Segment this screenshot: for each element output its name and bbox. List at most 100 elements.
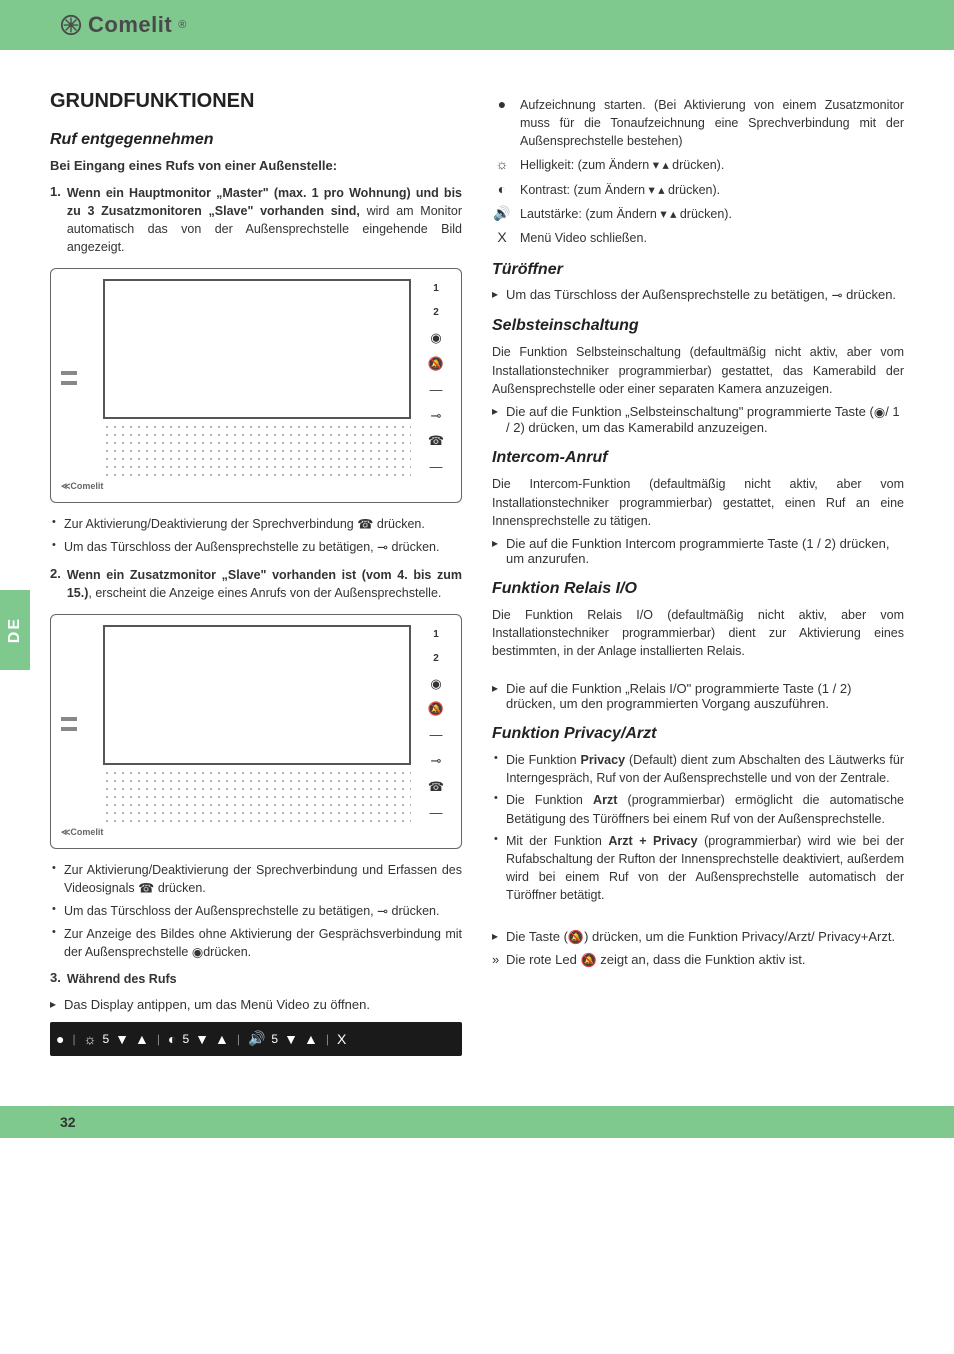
paragraph: Die Funktion Selbsteinschaltung (default… bbox=[492, 343, 904, 397]
text: Die rote Led bbox=[506, 952, 580, 967]
phone-icon: ☎ bbox=[428, 780, 444, 793]
list-item: Zur Anzeige des Bildes ohne Aktivierung … bbox=[50, 925, 462, 962]
section-title: Türöffner bbox=[492, 261, 904, 279]
eye-icon: ◉ bbox=[192, 945, 203, 960]
logo-text: Comelit bbox=[88, 12, 172, 38]
text: Die auf die Funktion „Relais I/O" progra… bbox=[506, 681, 851, 711]
contrast-icon: ◐ bbox=[492, 181, 512, 197]
down-icon[interactable]: ▼ bbox=[284, 1031, 298, 1047]
left-column: GRUNDFUNKTIONEN Ruf entgegennehmen Bei E… bbox=[50, 90, 462, 1066]
text: , erscheint die Anzeige eines Anrufs von… bbox=[88, 586, 441, 600]
arrow-item: Die Taste (🔕) drücken, um die Funktion P… bbox=[492, 929, 904, 946]
down-icon[interactable]: ▼ bbox=[195, 1031, 209, 1047]
phone-icon: ☎ bbox=[138, 880, 154, 895]
page-title: GRUNDFUNKTIONEN bbox=[50, 90, 462, 113]
bold-text: Privacy bbox=[581, 753, 625, 767]
section-title: Ruf entgegennehmen bbox=[50, 131, 462, 149]
text: Die auf die Funktion „Selbsteinschaltung… bbox=[506, 404, 874, 419]
text: Kontrast: (zum Ändern ▾ ▴ drücken). bbox=[520, 181, 904, 199]
list-item: Um das Türschloss der Außensprechstelle … bbox=[50, 538, 462, 557]
brightness-icon[interactable]: ☼ bbox=[84, 1031, 97, 1047]
logo: Comelit ® bbox=[60, 12, 186, 38]
section-title: Intercom-Anruf bbox=[492, 449, 904, 467]
bell-off-icon: 🔕 bbox=[428, 702, 444, 715]
down-icon[interactable]: ▼ bbox=[115, 1031, 129, 1047]
list-number: 2. bbox=[50, 566, 61, 602]
divider-icon: — bbox=[430, 806, 443, 819]
page-number: 32 bbox=[60, 1114, 76, 1130]
text: Die Taste ( bbox=[506, 929, 568, 944]
diagram-left-bars bbox=[61, 279, 93, 477]
subheading: Bei Eingang eines Rufs von einer Außenst… bbox=[50, 157, 462, 176]
list-item: Um das Türschloss der Außensprechstelle … bbox=[50, 902, 462, 921]
right-column: ● Aufzeichnung starten. (Bei Aktivierung … bbox=[492, 90, 904, 1066]
diagram-right-icons: 1 2 ◉ 🔕 — ⊸ ☎ — bbox=[421, 625, 451, 823]
bullet-list: Die Funktion Privacy (Default) dient zum… bbox=[492, 751, 904, 904]
close-icon[interactable]: X bbox=[337, 1031, 346, 1047]
up-icon[interactable]: ▲ bbox=[135, 1031, 149, 1047]
arrow-item: Die auf die Funktion Intercom programmie… bbox=[492, 536, 904, 566]
divider-icon: — bbox=[430, 460, 443, 473]
list-item: 1. Wenn ein Hauptmonitor „Master" (max. … bbox=[50, 184, 462, 257]
text: Zur Aktivierung/Deaktivierung der Sprech… bbox=[64, 517, 357, 531]
monitor-diagram: 1 2 ◉ 🔕 — ⊸ ☎ — ≪Comelit bbox=[50, 268, 462, 503]
diagram-brand: ≪Comelit bbox=[61, 481, 451, 492]
section-title: Funktion Relais I/O bbox=[492, 580, 904, 598]
divider-icon: — bbox=[430, 383, 443, 396]
record-icon[interactable]: ● bbox=[56, 1031, 64, 1047]
phone-icon: ☎ bbox=[428, 434, 444, 447]
logo-reg: ® bbox=[178, 19, 186, 31]
diagram-brand: ≪Comelit bbox=[61, 827, 451, 838]
text: zeigt an, dass die Funktion aktiv ist. bbox=[597, 952, 806, 967]
diagram-screen bbox=[103, 625, 411, 765]
text: Um das Türschloss der Außensprechstelle … bbox=[64, 540, 377, 554]
text: drücken. bbox=[388, 904, 439, 918]
list-item: Zur Aktivierung/Deaktivierung der Sprech… bbox=[50, 515, 462, 534]
eye-icon: ◉ bbox=[874, 404, 885, 419]
text: Zur Aktivierung/Deaktivierung der Sprech… bbox=[64, 863, 462, 895]
text: Helligkeit: (zum Ändern ▾ ▴ drücken). bbox=[520, 156, 904, 174]
list-item: Die Funktion Privacy (Default) dient zum… bbox=[492, 751, 904, 787]
logo-icon bbox=[60, 14, 82, 36]
language-label: DE bbox=[6, 617, 24, 643]
list-item: 3. Während des Rufs bbox=[50, 970, 462, 988]
record-icon: ● bbox=[492, 96, 512, 112]
list-body: Wenn ein Zusatzmonitor „Slave" vorhanden… bbox=[67, 566, 462, 602]
footer-bar: 32 bbox=[0, 1106, 954, 1138]
section-title: Funktion Privacy/Arzt bbox=[492, 725, 904, 743]
arrow-item: Das Display antippen, um das Menü Video … bbox=[50, 997, 462, 1012]
bell-off-icon: 🔕 bbox=[568, 930, 584, 945]
icon-line: ☼ Helligkeit: (zum Ändern ▾ ▴ drücken). bbox=[492, 156, 904, 174]
list-item: Mit der Funktion Arzt + Privacy (program… bbox=[492, 832, 904, 905]
paragraph: Die Funktion Relais I/O (defaultmäßig ni… bbox=[492, 606, 904, 660]
text: Mit der Funktion bbox=[506, 834, 608, 848]
list-number: 3. bbox=[50, 970, 61, 988]
up-icon[interactable]: ▲ bbox=[304, 1031, 318, 1047]
icon-line: 🔊Lautstärke: (zum Ändern ▾ ▴ drücken). bbox=[492, 205, 904, 223]
diagram-right-icons: 1 2 ◉ 🔕 — ⊸ ☎ — bbox=[421, 279, 451, 477]
arrow-item: Um das Türschloss der Außensprechstelle … bbox=[492, 287, 904, 304]
diagram-speaker bbox=[103, 423, 411, 477]
brightness-icon: ☼ bbox=[492, 156, 512, 172]
bold-text: Arzt bbox=[593, 793, 617, 807]
note-item: Die rote Led 🔕 zeigt an, dass die Funkti… bbox=[492, 952, 904, 969]
paragraph: Die Intercom-Funktion (defaultmäßig nich… bbox=[492, 475, 904, 529]
key-icon: ⊸ bbox=[377, 903, 388, 918]
up-icon[interactable]: ▲ bbox=[215, 1031, 229, 1047]
bell-off-icon: 🔕 bbox=[580, 952, 596, 967]
text: drücken. bbox=[843, 287, 896, 302]
list-item: Die Funktion Arzt (programmierbar) ermög… bbox=[492, 791, 904, 827]
divider-icon: — bbox=[430, 728, 443, 741]
volume-icon[interactable]: 🔊 bbox=[248, 1030, 265, 1047]
video-menu-bar: ● | ☼ 5 ▼ ▲ | ◐ 5 ▼ ▲ | 🔊 5 ▼ ▲ | X bbox=[50, 1022, 462, 1056]
header-bar: Comelit ® bbox=[0, 0, 954, 50]
contrast-icon[interactable]: ◐ bbox=[168, 1031, 176, 1047]
key-icon: ⊸ bbox=[431, 754, 442, 767]
list-item: Zur Aktivierung/Deaktivierung der Sprech… bbox=[50, 861, 462, 898]
bold-text: Arzt + Privacy bbox=[608, 834, 697, 848]
icon-line: ● Aufzeichnung starten. (Bei Aktivierung … bbox=[492, 96, 904, 150]
text: Aufzeichnung starten. (Bei Aktivierung v… bbox=[520, 96, 904, 150]
text: drücken. bbox=[373, 517, 424, 531]
diagram-num: 1 bbox=[433, 283, 439, 294]
list-body: Während des Rufs bbox=[67, 970, 462, 988]
